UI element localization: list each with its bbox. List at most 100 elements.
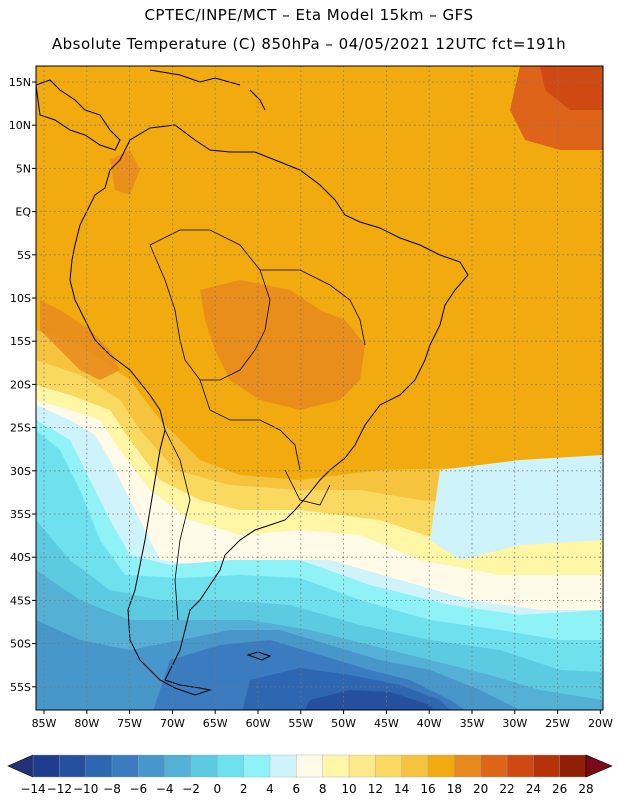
title-line-2: Absolute Temperature (C) 850hPa – 04/05/… xyxy=(51,35,567,53)
legend-label: 28 xyxy=(578,782,593,796)
legend-swatch xyxy=(454,754,482,778)
legend-swatch xyxy=(375,754,403,778)
field-16-18-b xyxy=(36,66,603,480)
lon-label: 30W xyxy=(502,717,527,730)
lon-label: 20W xyxy=(588,717,613,730)
legend-swatch xyxy=(533,754,561,778)
legend-labels: −14 −12 −10 −8 −6 −4 −2 0 2 4 6 8 10 12 14 16 18 20 22 24 26… xyxy=(20,782,593,796)
legend-swatch xyxy=(217,754,245,778)
legend-label: 6 xyxy=(293,782,301,796)
legend-swatch xyxy=(164,754,192,778)
field-22-24-ne xyxy=(540,66,603,110)
legend-label: 14 xyxy=(394,782,409,796)
lat-label: 55S xyxy=(10,681,31,694)
uruguay-border xyxy=(284,469,331,506)
coastlines xyxy=(36,69,469,696)
paraguay-border xyxy=(199,379,301,471)
lat-label: EQ xyxy=(15,206,31,219)
lon-axis: 85W 80W 75W 70W 65W 60W 55W 50W 45W 40W 35W 30W 25W 2… xyxy=(32,710,613,730)
lesser-antilles xyxy=(249,89,266,111)
central-america-coastline xyxy=(36,79,121,151)
lon-label: 80W xyxy=(74,717,99,730)
legend-label: −14 xyxy=(20,782,45,796)
legend-label: 8 xyxy=(319,782,327,796)
lat-label: 10S xyxy=(10,292,31,305)
legend-swatch xyxy=(59,754,87,778)
legend-swatch xyxy=(506,754,535,778)
lat-label: 5N xyxy=(16,162,31,175)
legend-swatch xyxy=(296,754,324,778)
legend-label: −8 xyxy=(103,782,121,796)
lon-label: 60W xyxy=(246,717,271,730)
caribbean-islands xyxy=(149,69,241,86)
field-18-20-west xyxy=(40,300,120,380)
lat-label: 45S xyxy=(10,594,31,607)
lat-label: 15S xyxy=(10,335,31,348)
legend-underflow-arrow xyxy=(7,754,34,778)
chile-argentina-border xyxy=(164,429,191,621)
lon-label: 25W xyxy=(545,717,570,730)
lat-label: 50S xyxy=(10,638,31,651)
lon-label: 50W xyxy=(331,717,356,730)
legend-label: 0 xyxy=(214,782,222,796)
legend-label: 2 xyxy=(240,782,248,796)
lon-label: 70W xyxy=(160,717,185,730)
lon-label: 75W xyxy=(117,717,142,730)
lat-label: 35S xyxy=(10,508,31,521)
legend-label: 20 xyxy=(473,782,488,796)
legend-label: 12 xyxy=(368,782,383,796)
lat-label: 5S xyxy=(17,249,31,262)
legend-swatch xyxy=(427,754,456,778)
legend-label: −10 xyxy=(73,782,98,796)
legend-label: −12 xyxy=(47,782,72,796)
lat-label: 40S xyxy=(10,551,31,564)
legend-swatch xyxy=(269,754,298,778)
legend-label: 24 xyxy=(526,782,541,796)
lat-axis: 15N 10N 5N EQ 5S 10S 15S 20S 25S 30S 35S 40S 45S 50S 5… xyxy=(9,76,36,694)
field-18-20-north xyxy=(110,150,140,195)
legend-label: −4 xyxy=(156,782,174,796)
legend-swatch xyxy=(559,754,587,778)
legend-label: −2 xyxy=(182,782,200,796)
lon-label: 65W xyxy=(203,717,228,730)
legend-color-bar xyxy=(7,754,613,778)
legend-swatch xyxy=(322,754,350,778)
lon-label: 35W xyxy=(460,717,485,730)
legend-overflow-arrow xyxy=(585,754,613,778)
lon-label: 85W xyxy=(32,717,57,730)
country-borders xyxy=(149,229,271,381)
legend-swatch xyxy=(480,754,508,778)
lon-label: 45W xyxy=(374,717,399,730)
falkland-islands xyxy=(246,651,272,661)
map-frame xyxy=(35,65,604,711)
title-line-1: CPTEC/INPE/MCT – Eta Model 15km – GFS xyxy=(144,6,474,24)
lat-label: 20S xyxy=(10,378,31,391)
legend-swatch xyxy=(85,754,113,778)
gridlines xyxy=(36,66,603,710)
lat-label: 15N xyxy=(9,76,31,89)
legend-swatch xyxy=(190,754,219,778)
lon-label: 55W xyxy=(288,717,313,730)
lat-label: 30S xyxy=(10,465,31,478)
field-18-20-central xyxy=(200,280,365,410)
legend-label: −6 xyxy=(129,782,147,796)
legend-swatch xyxy=(111,754,140,778)
temperature-field xyxy=(36,66,603,710)
color-legend: −14 −12 −10 −8 −6 −4 −2 0 2 4 6 8 10 12 14 16 18 20 22 24 26… xyxy=(7,754,613,796)
legend-label: 16 xyxy=(420,782,435,796)
brazil-border xyxy=(260,269,366,346)
field-4-6-east xyxy=(430,455,603,560)
legend-label: 10 xyxy=(341,782,356,796)
south-america-coastline xyxy=(69,124,469,696)
legend-swatch xyxy=(243,754,271,778)
legend-swatch xyxy=(348,754,377,778)
legend-swatch xyxy=(32,754,61,778)
lat-label: 10N xyxy=(9,119,31,132)
legend-swatch xyxy=(138,754,166,778)
legend-label: 18 xyxy=(447,782,462,796)
legend-label: 26 xyxy=(552,782,567,796)
field-minus12 xyxy=(305,690,434,710)
lat-label: 25S xyxy=(10,422,31,435)
legend-label: 22 xyxy=(499,782,514,796)
